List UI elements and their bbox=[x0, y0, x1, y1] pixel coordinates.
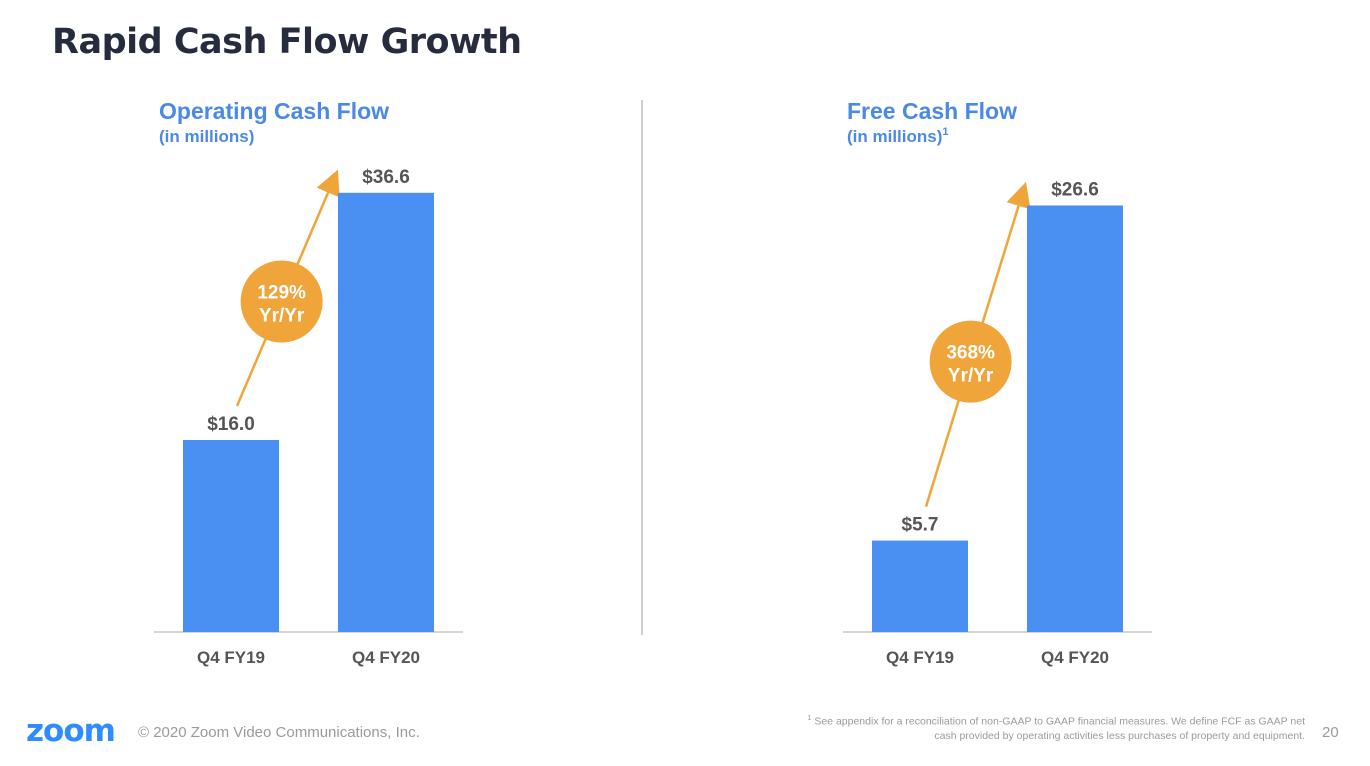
svg-text:(in millions): (in millions) bbox=[159, 127, 254, 146]
chart-subtitle-sup: 1 bbox=[942, 126, 948, 138]
x-tick-label: Q4 FY19 bbox=[197, 648, 265, 667]
data-label: $5.7 bbox=[902, 515, 939, 536]
cash-flow-charts: Operating Cash Flow (in millions) $16.0 … bbox=[154, 98, 1152, 667]
x-tick-label: Q4 FY20 bbox=[352, 648, 420, 667]
data-label: $36.6 bbox=[362, 167, 410, 188]
slide-title: Rapid Cash Flow Growth bbox=[52, 22, 522, 62]
chart-operating-cash-flow: Operating Cash Flow (in millions) $16.0 … bbox=[154, 98, 463, 667]
svg-text:(in millions)1: (in millions)1 bbox=[847, 126, 949, 146]
copyright-text: © 2020 Zoom Video Communications, Inc. bbox=[138, 724, 420, 741]
bar-q4-fy19 bbox=[872, 540, 968, 632]
data-label: $16.0 bbox=[207, 414, 255, 435]
chart-title: Free Cash Flow bbox=[847, 98, 1017, 124]
chart-divider bbox=[641, 100, 643, 635]
chart-subtitle: (in millions) bbox=[847, 127, 942, 146]
growth-period: Yr/Yr bbox=[259, 305, 305, 326]
growth-percent: 368% bbox=[946, 343, 995, 364]
page-number: 20 bbox=[1322, 724, 1339, 741]
bar-q4-fy19 bbox=[183, 440, 279, 632]
zoom-logo: zoom bbox=[26, 713, 116, 749]
growth-badge bbox=[929, 320, 1012, 403]
data-label: $26.6 bbox=[1051, 179, 1099, 200]
footnote: 1 See appendix for a reconciliation of n… bbox=[790, 714, 1305, 744]
bar-q4-fy20 bbox=[338, 192, 434, 633]
growth-badge bbox=[240, 260, 323, 343]
x-tick-label: Q4 FY20 bbox=[1041, 648, 1109, 667]
chart-subtitle: (in millions) bbox=[159, 127, 254, 146]
chart-title: Operating Cash Flow bbox=[159, 98, 389, 124]
chart-free-cash-flow: Free Cash Flow (in millions)1 $5.7 $26.6… bbox=[843, 98, 1152, 667]
x-tick-label: Q4 FY19 bbox=[886, 648, 954, 667]
footnote-marker: 1 bbox=[807, 715, 812, 722]
bar-q4-fy20 bbox=[1027, 205, 1123, 632]
footnote-text: See appendix for a reconciliation of non… bbox=[814, 715, 1305, 743]
growth-period: Yr/Yr bbox=[948, 366, 994, 387]
growth-percent: 129% bbox=[257, 282, 306, 303]
